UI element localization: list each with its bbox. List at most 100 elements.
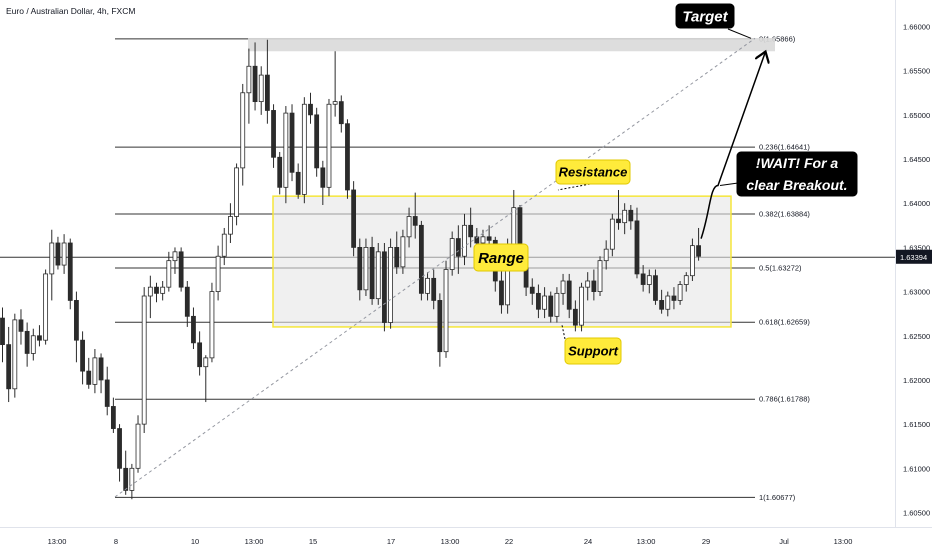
candle-body — [572, 308, 578, 326]
candle-body — [382, 251, 387, 323]
candle — [49, 229, 55, 301]
candle-body — [61, 242, 67, 266]
candle-body — [375, 251, 381, 300]
wait-callout-text: !WAIT! For a — [756, 155, 839, 171]
candle-body — [326, 103, 332, 188]
candle — [338, 95, 344, 133]
candle — [560, 273, 566, 305]
candle — [43, 269, 49, 345]
candle-body — [425, 277, 430, 294]
x-tick-label: 8 — [114, 537, 118, 546]
candle — [246, 48, 252, 124]
candle — [234, 163, 239, 226]
candle-body — [579, 286, 584, 326]
candle — [209, 282, 215, 363]
target-callout-box — [675, 3, 735, 29]
candle-body — [228, 216, 233, 235]
candle-body — [622, 209, 628, 224]
candle — [696, 227, 701, 261]
candle — [197, 331, 203, 376]
candle-body — [443, 269, 449, 353]
candle — [449, 231, 455, 276]
candle — [228, 203, 233, 243]
candle — [382, 242, 387, 332]
candle-body — [92, 357, 98, 385]
candle — [653, 269, 658, 305]
candle-body — [295, 171, 301, 195]
candle — [529, 278, 535, 305]
candle-body — [585, 280, 591, 288]
candle-body — [178, 251, 184, 288]
candle-body — [135, 423, 141, 469]
candle-body — [271, 110, 276, 158]
candle — [191, 307, 196, 350]
candle — [203, 355, 209, 403]
candle-body — [369, 247, 375, 300]
candle-body — [154, 286, 159, 294]
candle-body — [332, 101, 338, 105]
candle-body — [184, 286, 190, 317]
candle-body — [117, 428, 122, 469]
candle-body — [665, 295, 671, 310]
candle — [215, 245, 221, 301]
x-tick-label: 13:00 — [48, 537, 67, 546]
candle — [147, 275, 153, 319]
candle-body — [129, 467, 135, 491]
fib-level-label: 0.5(1.63272) — [759, 264, 802, 273]
resistance-callout-text: Resistance — [559, 165, 628, 180]
candle — [363, 238, 369, 297]
candle-body — [203, 357, 209, 368]
candle-body — [6, 344, 12, 390]
candle — [271, 104, 276, 168]
candle — [129, 463, 135, 500]
candle-body — [486, 236, 492, 241]
x-tick-label: 13:00 — [834, 537, 853, 546]
candle-body — [55, 242, 61, 266]
candle — [110, 397, 116, 433]
breakout-arrow — [700, 53, 765, 239]
candle — [597, 256, 603, 297]
candle-body — [277, 156, 283, 188]
fib-trend-line — [114, 37, 756, 498]
candle — [0, 307, 5, 363]
candle — [455, 225, 461, 274]
candle — [628, 204, 634, 230]
resistance-callout: Resistance — [555, 159, 631, 185]
candle-body — [67, 242, 73, 301]
candle — [61, 234, 67, 274]
fib-level-label: 0(1.65866) — [759, 34, 796, 43]
candle — [104, 366, 110, 416]
candle — [659, 289, 665, 314]
y-tick-label: 1.66000 — [903, 23, 930, 32]
candle-body — [252, 65, 258, 103]
candle-body — [98, 357, 104, 381]
candles — [0, 39, 701, 500]
candle-body — [246, 65, 252, 94]
candle — [117, 424, 122, 482]
candle-body — [628, 209, 634, 222]
wait-pointer — [719, 182, 739, 187]
range-callout: Range — [473, 243, 529, 272]
candle-body — [634, 220, 640, 275]
candle — [252, 42, 258, 111]
y-tick-label: 1.64000 — [903, 199, 930, 208]
x-tick-label: 24 — [584, 537, 592, 546]
candle — [332, 51, 338, 117]
candle — [289, 104, 295, 182]
candle-body — [437, 300, 443, 353]
candle-body — [480, 236, 486, 244]
candle-body — [345, 123, 350, 191]
fib-level-label: 0.236(1.64641) — [759, 143, 810, 152]
candle — [141, 287, 147, 433]
candle-body — [609, 218, 615, 250]
y-tick-label: 1.65000 — [903, 111, 930, 120]
candle-body — [542, 295, 547, 310]
candle-body — [351, 189, 357, 248]
target-callout: Target — [675, 3, 735, 29]
candle — [690, 238, 695, 281]
resistance-callout-box — [555, 159, 631, 185]
candle — [622, 203, 628, 235]
candle — [37, 325, 42, 347]
candle — [683, 272, 689, 292]
